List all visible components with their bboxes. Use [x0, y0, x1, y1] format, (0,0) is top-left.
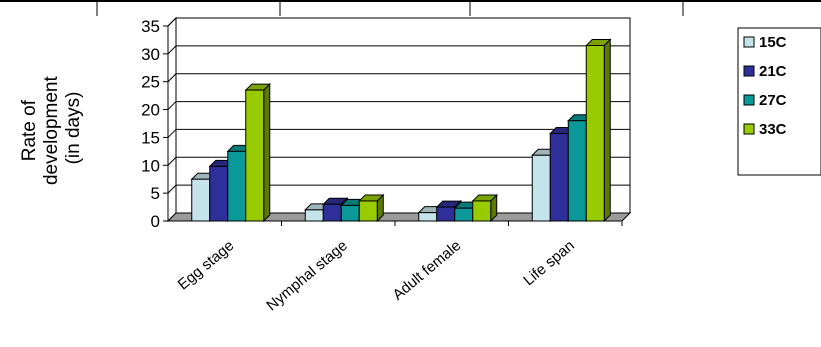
- bar-front: [549, 133, 569, 222]
- bar-front: [191, 178, 211, 222]
- bar-front: [340, 204, 360, 222]
- plot-area: 0 5 10 15 20 25 30 35 Egg stage Nymphal stage Adul…: [141, 16, 632, 314]
- x-category-label: Nymphal stage: [263, 237, 351, 314]
- gridline-side: [167, 101, 177, 110]
- legend-label: 15C: [759, 34, 787, 51]
- bar: [585, 38, 612, 223]
- bar-front: [209, 165, 229, 222]
- bar-front: [304, 209, 324, 222]
- bar-front: [227, 150, 247, 222]
- legend-label: 21C: [759, 63, 787, 80]
- y-tick-label: 10: [141, 156, 160, 175]
- gridline-side: [167, 129, 177, 138]
- legend-label: 27C: [759, 92, 787, 109]
- y-axis-title-line-3: (in days): [63, 92, 84, 165]
- y-tick-label: 20: [141, 101, 160, 120]
- gridline-side: [167, 184, 177, 194]
- gridline-side: [167, 73, 177, 83]
- legend-label: 33C: [759, 121, 787, 138]
- y-tick-label: 30: [141, 45, 160, 64]
- bar-front: [358, 200, 378, 222]
- legend-swatch: [743, 36, 755, 48]
- x-category-label: Adult female: [390, 237, 465, 304]
- y-axis-title: Rate of development (in days): [19, 71, 84, 185]
- bar: [471, 193, 498, 223]
- bar-front: [472, 200, 492, 222]
- x-category-label: Egg stage: [175, 237, 238, 293]
- bar-front: [245, 89, 265, 222]
- y-tick-label: 25: [141, 73, 160, 92]
- y-tick-label: 35: [141, 17, 160, 36]
- y-tick-label: 0: [151, 212, 160, 231]
- x-category-label: Life span: [520, 237, 578, 289]
- bar-front: [585, 45, 605, 222]
- bar: [358, 193, 385, 223]
- y-tick-label: 5: [151, 184, 160, 203]
- gridline-side: [167, 45, 177, 55]
- table-border: [0, 0, 821, 16]
- bar: [244, 82, 271, 223]
- legend-swatch: [743, 65, 755, 77]
- y-axis-title-line-1: Rate of: [19, 99, 40, 161]
- gridline-side: [167, 17, 177, 27]
- bar-front: [567, 120, 587, 222]
- bar-side: [263, 82, 271, 223]
- bar-front: [436, 206, 456, 222]
- bar-front: [322, 203, 342, 222]
- bar-front: [531, 154, 551, 222]
- legend-swatch: [743, 123, 755, 135]
- y-axis-title-line-2: development: [41, 76, 62, 186]
- legend-swatch: [743, 94, 755, 106]
- legend: 15C 21C 27C 33C: [737, 27, 821, 176]
- side-wall: [167, 16, 177, 223]
- bar-side: [603, 38, 611, 223]
- bar-front: [418, 212, 438, 222]
- gridline-side: [167, 156, 177, 166]
- bar-front: [454, 207, 474, 222]
- y-tick-label: 15: [141, 128, 160, 147]
